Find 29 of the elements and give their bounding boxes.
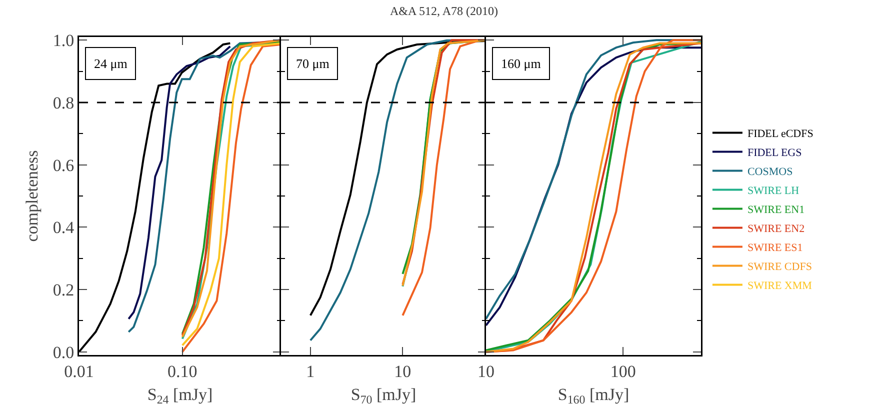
legend-label: COSMOS: [747, 166, 793, 178]
y-tick-label: 0.6: [52, 156, 74, 175]
x-tick-label: 10: [394, 362, 412, 381]
legend-label: FIDEL eCDFS: [747, 128, 814, 140]
x-axis-title: S$_{160}$ [mJy]: [558, 385, 630, 407]
legend-label: SWIRE LH: [747, 185, 800, 198]
legend-label: SWIRE XMM: [747, 280, 812, 292]
x-axis-title: S$_{70}$ [mJy]: [350, 385, 416, 407]
x-tick-label: 1: [306, 362, 315, 381]
x-tick-label: 0.10: [167, 362, 198, 381]
y-tick-label: 0.4: [52, 218, 75, 238]
legend-label: SWIRE ES1: [747, 242, 803, 254]
annotation: 24 μm: [94, 56, 128, 71]
y-tick-label: 1.0: [52, 31, 74, 50]
y-tick-label: 0.8: [52, 93, 74, 112]
legend-label: SWIRE EN1: [747, 204, 805, 216]
chart-title: A&A 512, A78 (2010): [389, 4, 499, 19]
legend-label: SWIRE EN2: [747, 223, 805, 236]
y-tick-label: 0.0: [52, 342, 74, 362]
legend-label: SWIRE CDFS: [747, 261, 812, 274]
x-tick-label: 100: [610, 362, 636, 381]
annotation: 70 μm: [296, 56, 330, 71]
y-axis-title: completeness: [22, 150, 42, 242]
legend-label: FIDEL EGS: [747, 147, 802, 160]
annotation: 160 μm: [501, 56, 541, 71]
x-tick-label: 10: [478, 362, 494, 381]
x-axis-title: S$_{24}$ [mJy]: [147, 385, 213, 407]
x-tick-label: 0.01: [64, 362, 94, 381]
y-tick-label: 0.2: [52, 280, 74, 300]
